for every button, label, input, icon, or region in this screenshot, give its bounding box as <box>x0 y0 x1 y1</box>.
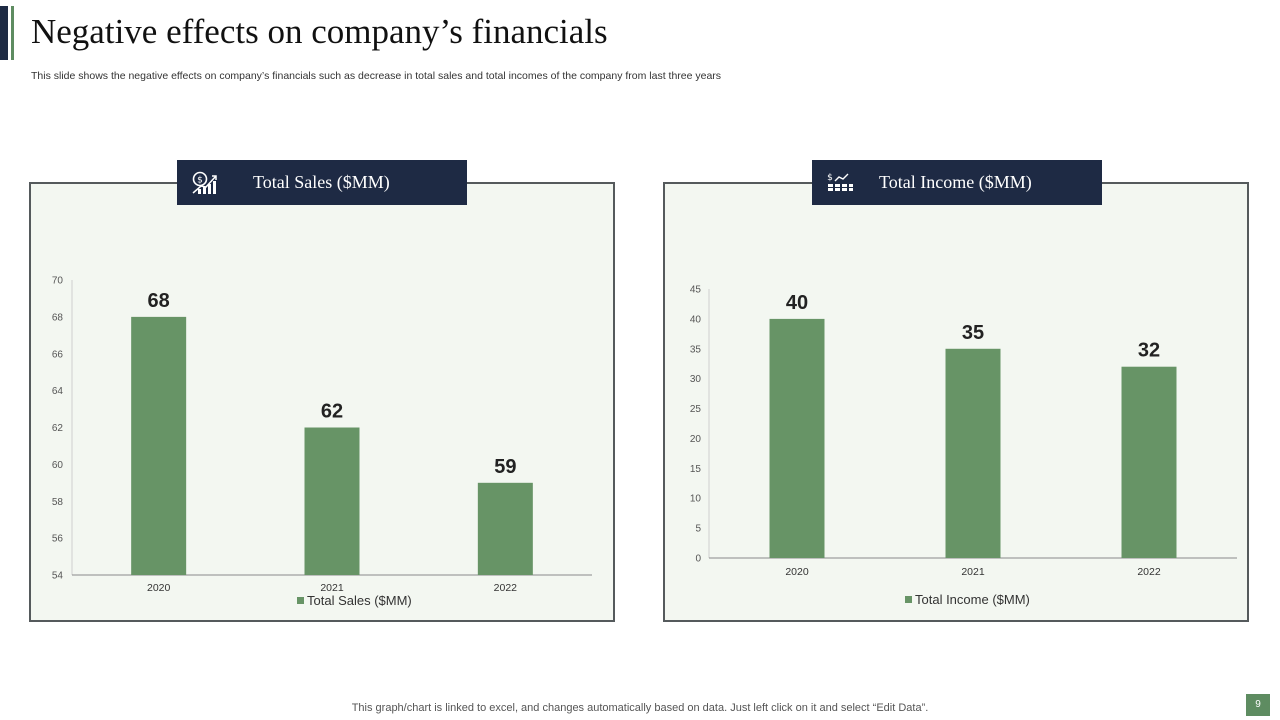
svg-text:$: $ <box>827 173 833 183</box>
sales-y-tick-label: 54 <box>52 571 64 582</box>
income-y-tick-label: 15 <box>690 464 702 475</box>
sales-data-label: 59 <box>494 456 516 478</box>
sales-y-tick-label: 56 <box>52 534 64 545</box>
income-data-label: 40 <box>786 292 808 314</box>
footer-note: This graph/chart is linked to excel, and… <box>351 702 929 714</box>
sales-category-label: 2022 <box>494 582 518 594</box>
income-y-tick-label: 0 <box>695 554 701 565</box>
income-y-tick-label: 10 <box>690 494 702 505</box>
income-y-tick-label: 30 <box>690 374 702 385</box>
income-legend-swatch <box>905 596 912 603</box>
income-y-tick-label: 35 <box>690 344 702 355</box>
income-chart-header-label: Total Income ($MM) <box>879 172 1032 192</box>
sales-bar[interactable] <box>304 427 360 576</box>
sales-chart-header: $ Total Sales ($MM) <box>177 160 467 205</box>
income-y-tick-label: 45 <box>690 285 702 296</box>
title-accent-bar-green <box>11 6 14 60</box>
title-accent-bar <box>0 6 8 60</box>
sales-y-tick-label: 58 <box>52 497 64 508</box>
sales-legend-swatch <box>297 597 304 604</box>
sales-y-tick-label: 62 <box>52 423 64 434</box>
sales-data-label: 68 <box>148 290 170 312</box>
sales-growth-icon: $ <box>192 171 217 194</box>
income-growth-icon: $ <box>827 173 853 191</box>
income-bar[interactable] <box>945 348 1001 558</box>
income-category-label: 2021 <box>961 566 985 578</box>
slide-title: Negative effects on company’s financials <box>31 12 608 51</box>
sales-y-tick-label: 70 <box>52 276 64 287</box>
income-y-tick-label: 25 <box>690 404 702 415</box>
sales-category-label: 2020 <box>147 582 171 594</box>
income-category-label: 2022 <box>1137 566 1161 578</box>
sales-y-tick-label: 68 <box>52 312 64 323</box>
sales-legend-label: Total Sales ($MM) <box>307 593 412 608</box>
sales-y-tick-label: 60 <box>52 460 64 471</box>
income-category-label: 2020 <box>785 566 809 578</box>
sales-y-tick-label: 64 <box>52 386 64 397</box>
income-y-tick-label: 40 <box>690 314 702 325</box>
income-data-label: 32 <box>1138 340 1160 362</box>
income-legend-label: Total Income ($MM) <box>915 592 1030 607</box>
income-data-label: 35 <box>962 322 984 344</box>
sales-category-label: 2021 <box>320 582 344 594</box>
sales-data-label: 62 <box>321 401 343 423</box>
income-y-tick-label: 5 <box>695 524 701 535</box>
svg-text:$: $ <box>197 176 203 186</box>
sales-y-tick-label: 66 <box>52 349 64 360</box>
sales-bar[interactable] <box>131 316 187 575</box>
income-bar[interactable] <box>1121 366 1177 558</box>
sales-bar[interactable] <box>477 482 533 575</box>
sales-chart-header-label: Total Sales ($MM) <box>253 172 390 192</box>
income-bar[interactable] <box>769 318 825 558</box>
income-y-tick-label: 20 <box>690 434 702 445</box>
page-number: 9 <box>1246 694 1270 716</box>
income-chart-header: $ Total Income ($MM) <box>812 160 1102 205</box>
slide-subtitle: This slide shows the negative effects on… <box>31 70 722 82</box>
